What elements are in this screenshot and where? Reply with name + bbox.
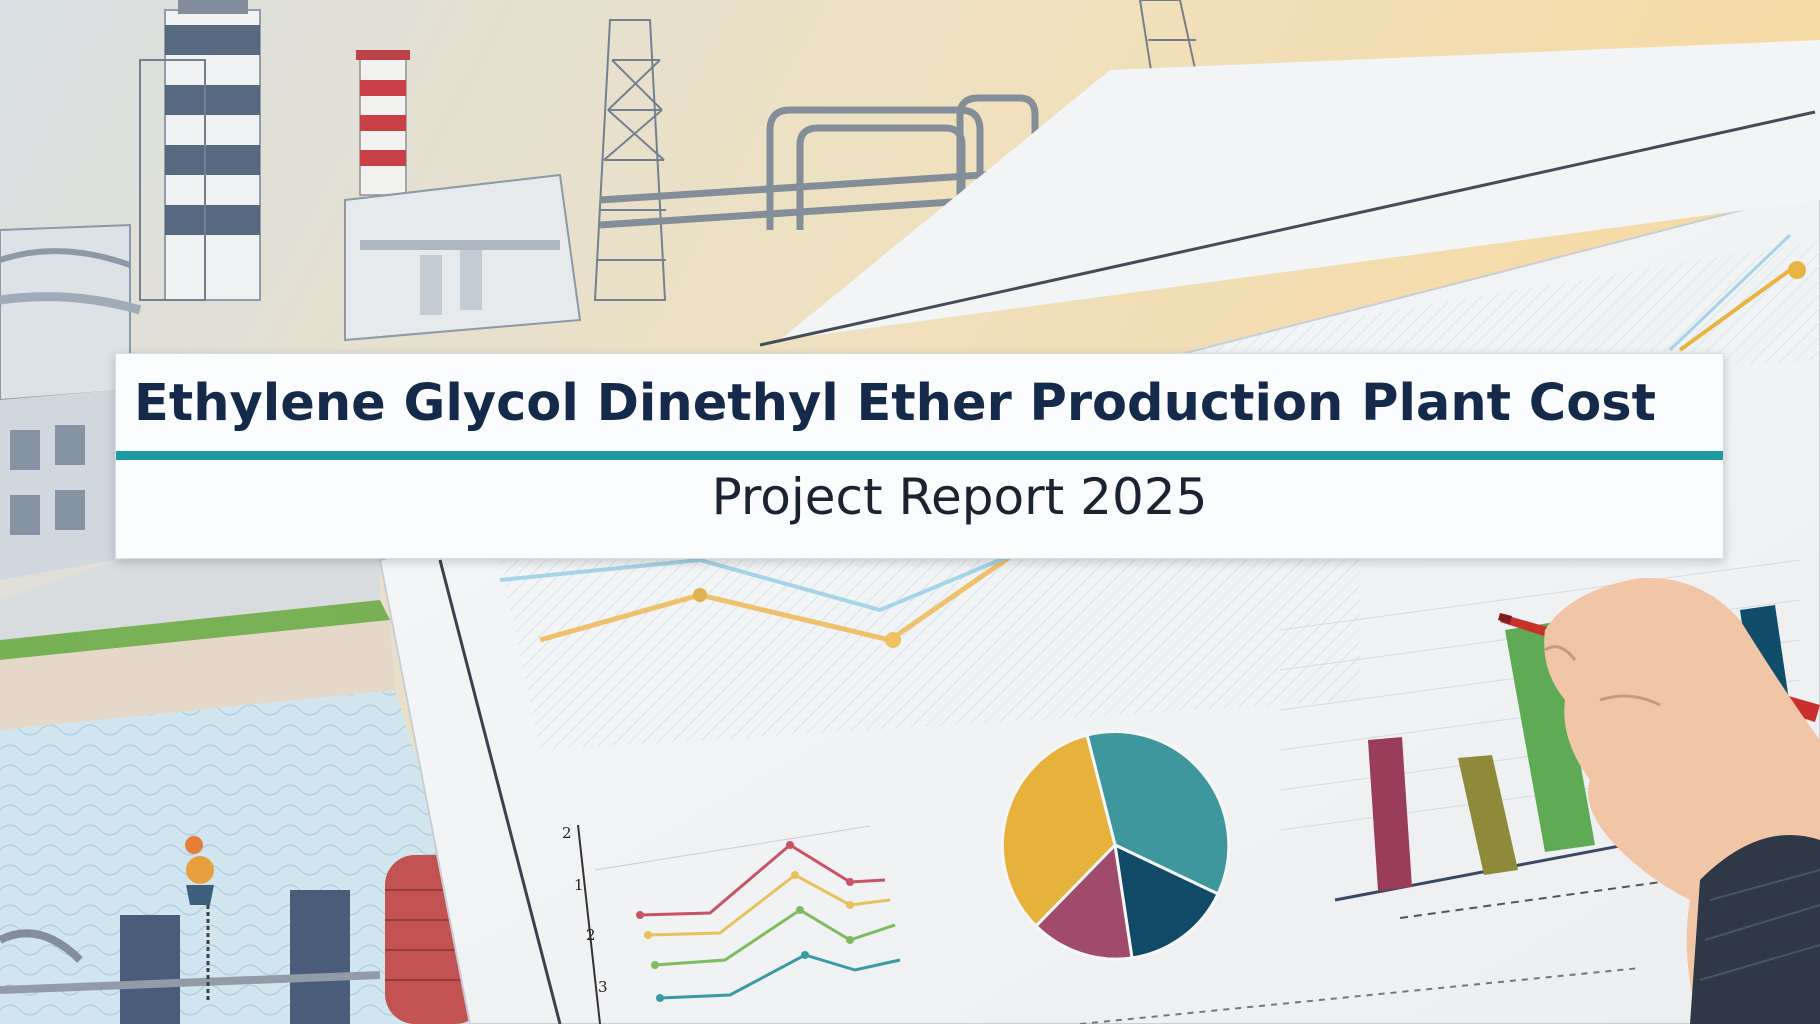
pie-slice-yellow (1000, 733, 1117, 929)
report-paper-top (780, 40, 1820, 340)
red-white-chimney (356, 50, 410, 196)
title-divider (116, 451, 1723, 460)
report-subtitle: Project Report 2025 (711, 468, 1208, 526)
report-title: Ethylene Glycol Dinethyl Ether Productio… (134, 374, 1656, 433)
upper-right-line-blue (1668, 233, 1792, 352)
plant-buildings (0, 173, 582, 730)
pie-chart (1000, 730, 1231, 961)
paper-edge-line-left (438, 559, 562, 1024)
bar (1458, 755, 1518, 875)
mini-chart-tick: 2 (586, 926, 596, 944)
paper-edge-line (759, 110, 1816, 347)
mini-chart-tick: 3 (598, 978, 608, 996)
bar (1505, 622, 1595, 852)
title-banner: Ethylene Glycol Dinethyl Ether Productio… (115, 353, 1724, 559)
upper-right-line (1678, 268, 1792, 352)
mini-line-chart: 2 1 2 3 (562, 824, 901, 1024)
sleeve (1690, 835, 1820, 1024)
striped-chimney (164, 0, 261, 301)
dashed-line (1079, 967, 1641, 1024)
mini-chart-axis (577, 824, 601, 1024)
pie-slice-plum (1033, 841, 1134, 961)
pie-slice-navy (1113, 842, 1220, 960)
hand-with-pen (1498, 577, 1820, 1024)
bar (1368, 737, 1412, 891)
upper-line-series-yellow (539, 547, 1022, 643)
upper-point (885, 632, 901, 648)
upper-point (693, 588, 707, 602)
industrial-plant-illustration (0, 0, 1217, 1024)
mini-chart-tick: 2 (562, 824, 572, 842)
pie-slice-teal (1085, 730, 1231, 897)
upper-right-point (1788, 261, 1806, 279)
mini-chart-tick: 1 (574, 876, 584, 894)
